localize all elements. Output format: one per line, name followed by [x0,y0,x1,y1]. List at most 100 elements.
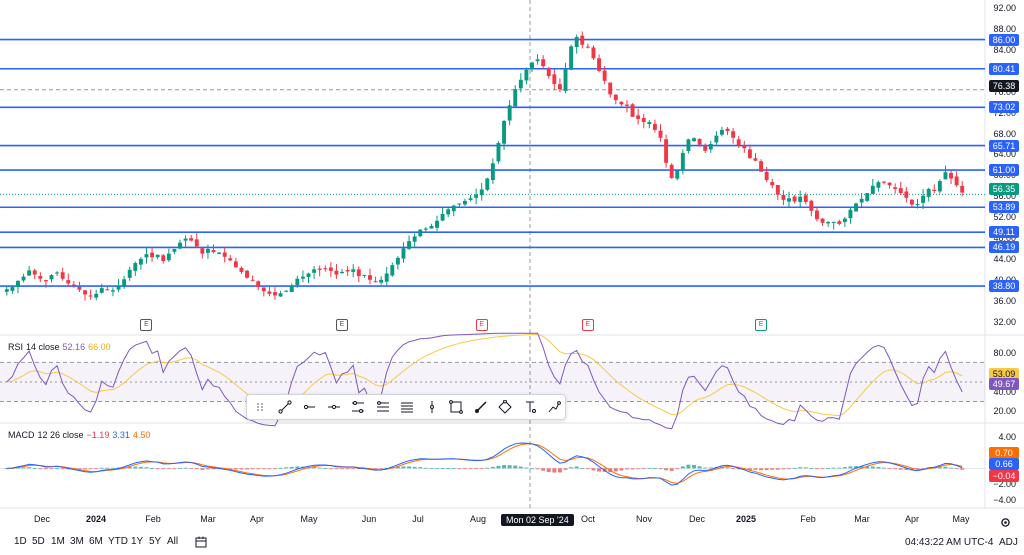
polygon-icon[interactable] [496,398,514,416]
candle-body [764,171,769,181]
candle-body [155,254,160,258]
candle-body [373,281,378,283]
candle-body [178,242,182,249]
macd-histogram-bar [284,467,289,469]
earnings-marker-icon[interactable]: E [581,319,594,331]
rsi-line [6,332,963,430]
candle-body [10,287,15,291]
rectangle-icon[interactable] [447,398,465,416]
macd-histogram-bar [233,468,238,470]
macd-histogram-bar [4,468,9,470]
macd-histogram-bar [55,468,60,470]
chart-settings-gear-icon[interactable] [1000,515,1011,527]
timeframe-button-1d[interactable]: 1D [14,536,27,547]
macd-legend[interactable]: MACD 12 26 close −1.19 3.31 4.50 [8,430,153,440]
macd-histogram-bar [686,464,691,469]
macd-histogram-bar [546,468,551,473]
candle-body [541,59,546,67]
macd-histogram-bar [675,468,680,470]
candle-body [43,280,48,282]
candle-body [122,279,127,286]
rsi-legend-label: RSI [8,342,24,352]
horizontal-ray-icon[interactable] [325,398,343,416]
macd-histogram-bar [898,468,903,470]
earnings-marker-icon[interactable]: E [140,319,153,331]
level-tag: 61.00 [989,164,1019,177]
timeframe-button-5y[interactable]: 5Y [149,536,162,547]
macd-histogram-bar [412,466,417,469]
macd-histogram-bar [842,467,847,469]
candle-body [435,220,439,228]
earnings-marker-icon[interactable]: E [755,319,768,331]
macd-histogram-bar [32,467,37,469]
rsi-legend[interactable]: RSI 14 close 52.16 66.00 [8,342,114,352]
fib-icon[interactable] [398,398,416,416]
macd-histogram-bar [133,466,138,469]
macd-histogram-bar [613,468,618,472]
macd-histogram-bar [479,468,484,470]
macd-tag-signal: 0.70 [989,447,1019,459]
candle-body [32,270,37,275]
macd-histogram-bar [820,468,825,470]
candle-body [211,250,216,253]
date-range-icon[interactable] [195,535,207,548]
timeframe-button-ytd[interactable]: YTD [108,536,128,547]
time-axis-label: Mar [854,514,870,524]
macd-histogram-bar [446,468,451,469]
candle-body [334,270,339,275]
macd-legend-hist: −1.19 [86,430,110,440]
earnings-marker-icon[interactable]: E [475,319,488,331]
timeframe-button-all[interactable]: All [167,536,179,547]
macd-histogram-bar [401,466,406,469]
clock-label[interactable]: 04:43:22 AM UTC-4 [905,537,994,548]
candle-body [356,269,361,277]
drag-handle-icon[interactable] [251,398,269,416]
regression-channel-icon[interactable] [374,398,392,416]
timeframe-button-6m[interactable]: 6M [89,536,103,547]
candle-body [826,221,831,224]
candle-body [99,288,104,293]
ray-icon[interactable] [300,398,318,416]
candle-body [759,161,764,172]
macd-histogram-bar [781,468,786,470]
candle-body [423,228,428,230]
candle-body [507,105,512,121]
parallel-channel-icon[interactable] [349,398,367,416]
trend-line-icon[interactable] [276,398,294,416]
path-icon[interactable] [545,398,563,416]
timeframe-button-1m[interactable]: 1M [51,536,65,547]
brush-icon[interactable] [472,398,490,416]
candle-body [842,218,847,223]
candle-body [915,204,920,206]
timeframe-button-3m[interactable]: 3M [70,536,84,547]
candle-body [882,181,886,183]
macd-histogram-bar [507,465,512,469]
macd-histogram-bar [462,468,467,470]
candle-body [574,36,579,47]
macd-histogram-bar [943,466,948,469]
candle-body [703,146,708,151]
macd-histogram-bar [859,466,864,469]
time-axis-label: Mar [200,514,216,524]
macd-histogram-bar [770,468,775,470]
candle-body [457,203,462,205]
macd-histogram-bar [490,466,495,469]
vertical-line-icon[interactable] [423,398,441,416]
timeframe-button-5d[interactable]: 5D [32,536,45,547]
macd-histogram-bar [261,468,266,470]
candle-body [513,89,518,107]
candle-body [625,104,629,106]
macd-histogram-bar [83,468,87,470]
candle-body [384,273,389,282]
candle-body [451,205,456,212]
macd-histogram-bar [518,466,523,469]
adj-toggle[interactable]: ADJ [999,537,1018,548]
timeframe-button-1y[interactable]: 1Y [131,536,144,547]
rsi-legend-params: 14 close [26,342,60,352]
drawing-toolbar[interactable] [246,394,566,420]
anchored-vwap-icon[interactable] [521,398,539,416]
earnings-marker-icon[interactable]: E [336,319,349,331]
candle-body [267,291,272,294]
time-axis-label: Apr [249,514,265,524]
